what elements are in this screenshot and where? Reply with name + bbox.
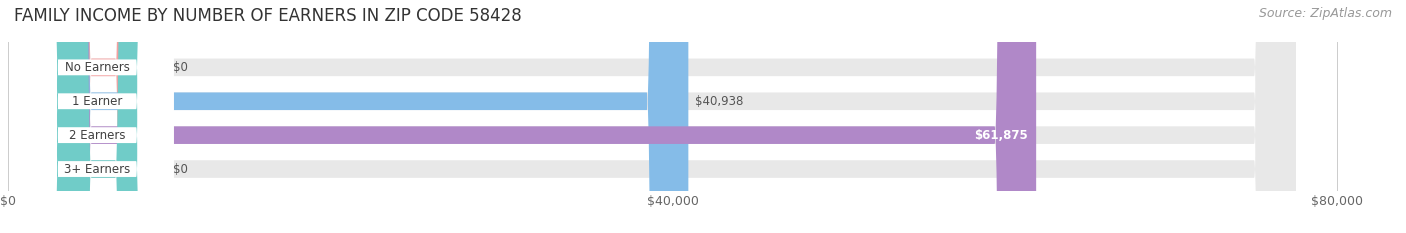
FancyBboxPatch shape <box>49 0 1296 233</box>
Text: 3+ Earners: 3+ Earners <box>65 163 131 175</box>
Text: No Earners: No Earners <box>65 61 129 74</box>
Text: Source: ZipAtlas.com: Source: ZipAtlas.com <box>1258 7 1392 20</box>
FancyBboxPatch shape <box>21 0 173 233</box>
FancyBboxPatch shape <box>49 0 157 233</box>
Text: $0: $0 <box>173 61 188 74</box>
Text: FAMILY INCOME BY NUMBER OF EARNERS IN ZIP CODE 58428: FAMILY INCOME BY NUMBER OF EARNERS IN ZI… <box>14 7 522 25</box>
FancyBboxPatch shape <box>21 0 173 233</box>
FancyBboxPatch shape <box>49 0 157 233</box>
FancyBboxPatch shape <box>21 0 173 233</box>
Text: 2 Earners: 2 Earners <box>69 129 125 142</box>
Text: $61,875: $61,875 <box>974 129 1028 142</box>
Text: $0: $0 <box>173 163 188 175</box>
FancyBboxPatch shape <box>49 0 1296 233</box>
Text: $40,938: $40,938 <box>695 95 744 108</box>
FancyBboxPatch shape <box>21 0 173 233</box>
Text: 1 Earner: 1 Earner <box>72 95 122 108</box>
FancyBboxPatch shape <box>49 0 1036 233</box>
FancyBboxPatch shape <box>49 0 1296 233</box>
FancyBboxPatch shape <box>49 0 1296 233</box>
FancyBboxPatch shape <box>49 0 689 233</box>
